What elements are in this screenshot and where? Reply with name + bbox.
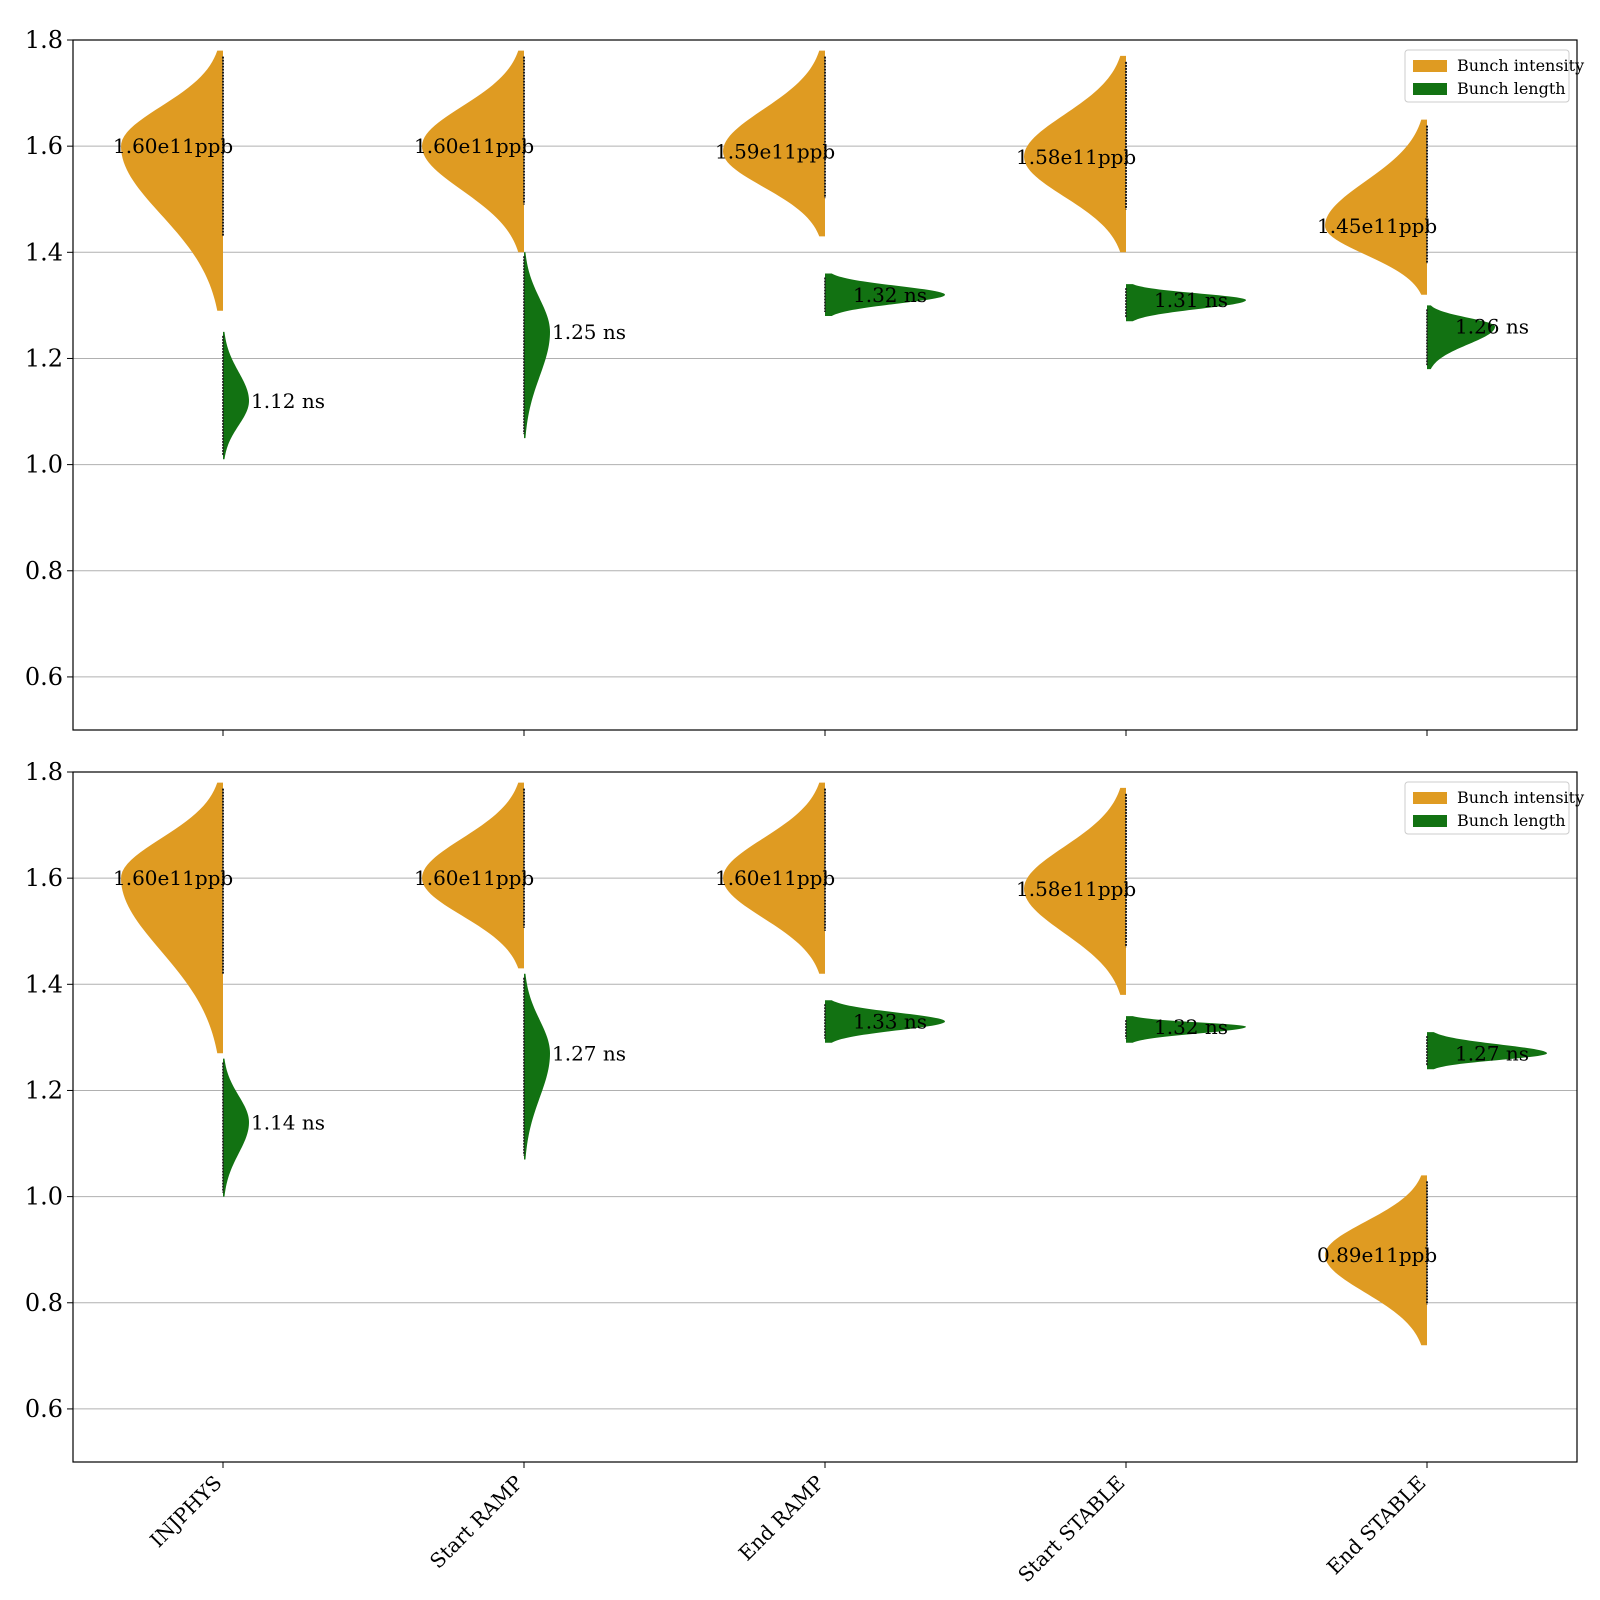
y-tick-label: 1.0 <box>25 1183 63 1211</box>
legend-label-intensity: Bunch intensity <box>1457 56 1584 75</box>
legend-swatch-length <box>1413 815 1447 827</box>
length-median-label: 1.27 ns <box>552 1041 626 1065</box>
violin-intensity <box>1024 55 1126 253</box>
x-category-label: Start RAMP <box>425 1471 528 1574</box>
x-category-label: End STABLE <box>1322 1471 1431 1580</box>
intensity-median-label: 1.58e11ppb <box>1016 145 1136 169</box>
legend-swatch-intensity <box>1413 792 1447 804</box>
violin-intensity <box>1325 1175 1427 1346</box>
violin-intensity <box>422 782 524 969</box>
violin-length <box>825 1000 945 1043</box>
legend: Bunch intensity Bunch length <box>1404 781 1584 835</box>
intensity-median-label: 1.60e11ppb <box>414 134 534 158</box>
intensity-median-label: 1.59e11ppb <box>715 139 835 163</box>
violin-length <box>1126 284 1246 322</box>
length-median-label: 1.32 ns <box>1154 1015 1228 1039</box>
y-tick-label: 1.2 <box>25 344 63 372</box>
length-median-label: 1.33 ns <box>853 1009 927 1033</box>
violin-intensity <box>1325 119 1427 295</box>
y-tick-label: 0.8 <box>25 1289 63 1317</box>
violin-intensity <box>723 782 825 974</box>
y-tick-label: 0.8 <box>25 557 63 585</box>
x-category-label: INJPHYS <box>145 1471 226 1552</box>
violin-length <box>1427 305 1495 370</box>
legend-swatch-length <box>1413 83 1447 95</box>
violin-length <box>524 252 550 439</box>
violin-intensity <box>723 50 825 237</box>
violin-intensity <box>422 50 524 253</box>
intensity-median-label: 1.60e11ppb <box>113 866 233 890</box>
legend-label-length: Bunch length <box>1457 79 1566 98</box>
chart-panel-1: 0.6 0.8 1.0 1.2 1.4 1.6 1.8 1.60e11ppb 1.12 ns 1.… <box>25 26 1584 736</box>
intensity-median-label: 1.45e11ppb <box>1317 214 1437 238</box>
intensity-median-label: 1.60e11ppb <box>113 134 233 158</box>
violin-intensity <box>121 782 223 1054</box>
legend-label-length: Bunch length <box>1457 811 1566 830</box>
y-tick-label: 1.8 <box>25 758 63 786</box>
length-median-label: 1.25 ns <box>552 320 626 344</box>
length-median-label: 1.31 ns <box>1154 288 1228 312</box>
intensity-median-label: 1.58e11ppb <box>1016 877 1136 901</box>
x-category-label: Start STABLE <box>1013 1471 1129 1587</box>
violin-length <box>825 273 945 316</box>
violin-intensity <box>1024 787 1126 995</box>
intensity-median-label: 1.60e11ppb <box>414 866 534 890</box>
violin-length <box>1427 1032 1547 1070</box>
length-median-label: 1.12 ns <box>251 389 325 413</box>
violin-intensity <box>121 50 223 311</box>
y-tick-label: 0.6 <box>25 1395 63 1423</box>
violin-length <box>524 973 550 1160</box>
y-tick-label: 1.8 <box>25 26 63 54</box>
length-median-label: 1.26 ns <box>1455 315 1529 339</box>
violin-length <box>223 331 249 460</box>
y-tick-label: 1.4 <box>25 970 63 998</box>
violin-length <box>223 1058 249 1197</box>
legend-swatch-intensity <box>1413 60 1447 72</box>
length-median-label: 1.27 ns <box>1455 1041 1529 1065</box>
y-tick-label: 1.0 <box>25 451 63 479</box>
legend-label-intensity: Bunch intensity <box>1457 788 1584 807</box>
y-tick-label: 1.6 <box>25 132 63 160</box>
y-tick-label: 1.2 <box>25 1076 63 1104</box>
intensity-median-label: 0.89e11ppb <box>1317 1243 1437 1267</box>
intensity-median-label: 1.60e11ppb <box>715 866 835 890</box>
y-tick-label: 1.6 <box>25 864 63 892</box>
y-tick-label: 0.6 <box>25 663 63 691</box>
length-median-label: 1.14 ns <box>251 1110 325 1134</box>
y-tick-label: 1.4 <box>25 238 63 266</box>
chart-panel-2: 0.6 0.8 1.0 1.2 1.4 1.6 1.8 INJPHYS Start RAMP En… <box>25 758 1584 1587</box>
x-category-label: End RAMP <box>734 1471 829 1566</box>
violin-length <box>1126 1016 1246 1043</box>
length-median-label: 1.32 ns <box>853 283 927 307</box>
legend: Bunch intensity Bunch length <box>1404 49 1584 103</box>
